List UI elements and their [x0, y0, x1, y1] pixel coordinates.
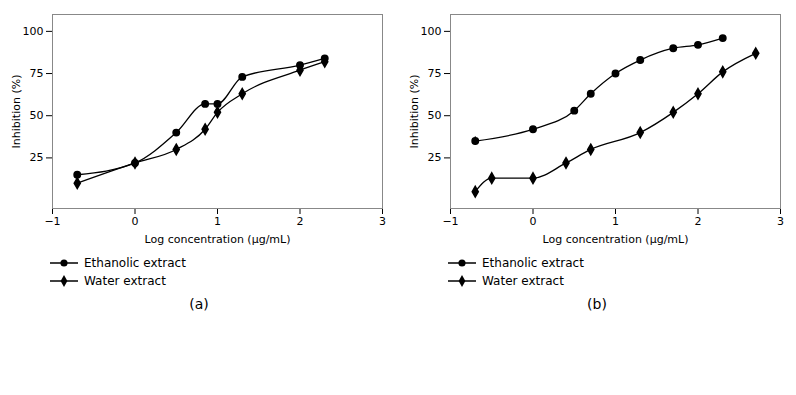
html-text:(b): (b) [587, 296, 607, 312]
svg-text:75: 75 [428, 67, 442, 80]
svg-text:3: 3 [777, 215, 784, 228]
html-text:Ethanolic extract: Ethanolic extract [482, 256, 584, 270]
svg-text:100: 100 [421, 25, 442, 38]
svg-text:Inhibition (%): Inhibition (%) [10, 75, 23, 149]
html-text:Water extract: Water extract [84, 274, 166, 288]
svg-text:3: 3 [379, 215, 386, 228]
svg-text:−1: −1 [44, 215, 60, 228]
svg-text:1: 1 [214, 215, 221, 228]
svg-text:25: 25 [428, 151, 442, 164]
svg-text:Log concentration (μg/mL): Log concentration (μg/mL) [543, 233, 689, 246]
svg-text:50: 50 [428, 109, 442, 122]
svg-text:Log concentration (μg/mL): Log concentration (μg/mL) [145, 233, 291, 246]
svg-text:0: 0 [530, 215, 537, 228]
svg-text:1: 1 [612, 215, 619, 228]
svg-text:75: 75 [30, 67, 44, 80]
svg-text:0: 0 [132, 215, 139, 228]
html-text:Water extract: Water extract [482, 274, 564, 288]
svg-text:Inhibition (%): Inhibition (%) [408, 75, 421, 149]
html-text:Ethanolic extract: Ethanolic extract [84, 256, 186, 270]
svg-text:2: 2 [297, 215, 304, 228]
html-text:(a): (a) [189, 296, 209, 312]
svg-text:50: 50 [30, 109, 44, 122]
svg-text:100: 100 [23, 25, 44, 38]
svg-text:25: 25 [30, 151, 44, 164]
svg-text:−1: −1 [442, 215, 458, 228]
svg-text:2: 2 [695, 215, 702, 228]
